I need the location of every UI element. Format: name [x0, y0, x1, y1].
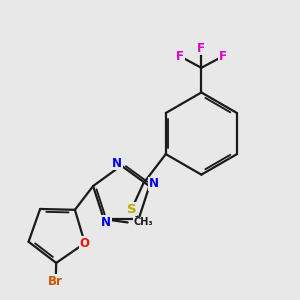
Text: N: N — [112, 157, 122, 170]
Text: N: N — [148, 177, 158, 190]
Text: F: F — [197, 42, 206, 55]
Text: F: F — [176, 50, 184, 63]
Text: N: N — [101, 216, 111, 229]
Text: O: O — [80, 237, 90, 250]
Text: CH₃: CH₃ — [134, 218, 153, 227]
Text: Br: Br — [48, 275, 63, 288]
Text: F: F — [219, 50, 227, 63]
Text: S: S — [127, 203, 136, 216]
